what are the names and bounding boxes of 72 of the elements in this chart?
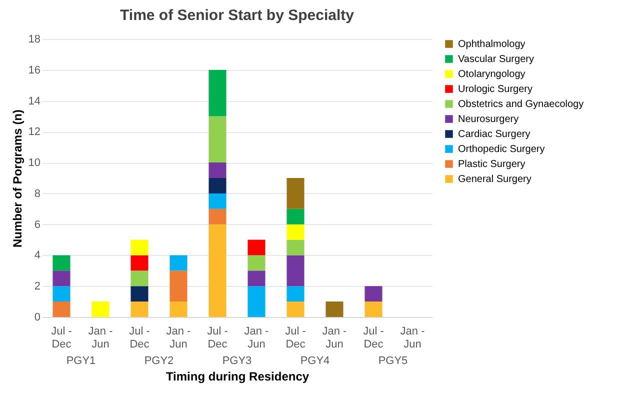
y-tick-label: 4 (34, 250, 40, 262)
x-tick-label: Jan - Jun (322, 326, 348, 350)
y-tick-label: 0 (34, 312, 40, 324)
legend-label: General Surgery (458, 174, 532, 185)
y-axis-title: Number of Porgrams (n) (10, 109, 24, 248)
text: PGY3 (222, 355, 252, 367)
bar (130, 270, 148, 286)
legend-label: Ophthalmology (458, 39, 526, 50)
bar (248, 240, 266, 256)
x-tick-label: Jul - Dec (363, 326, 384, 350)
y-tick-label: 6 (34, 218, 40, 231)
legend-label: Urologic Surgery (458, 84, 532, 95)
y-tick-label: 14 (28, 95, 40, 108)
legend-label: Otolaryngology (458, 69, 526, 80)
legend-label: Plastic Surgery (458, 159, 526, 170)
x-tick-label: Jan - Jun (400, 326, 426, 350)
text: PGY2 (144, 355, 174, 367)
y-tick-label: 10 (28, 157, 40, 170)
x-tick-label: Jan - Jun (244, 326, 270, 350)
bar (286, 302, 304, 317)
bar (248, 286, 266, 317)
bar (52, 286, 70, 302)
x-tick-label: Jul - Dec (129, 326, 150, 350)
text: PGY4 (300, 355, 330, 367)
x-tick-label: Jul - Dec (285, 326, 306, 350)
bar (286, 208, 304, 224)
bar (130, 240, 148, 256)
bar (170, 255, 188, 271)
bar (286, 255, 304, 286)
x-tick-label: Jul - Dec (207, 326, 228, 350)
bar (286, 286, 304, 302)
bar (326, 302, 344, 317)
bar (170, 302, 188, 317)
bar (364, 302, 382, 317)
bar (286, 240, 304, 256)
y-tick-label: 8 (34, 188, 40, 200)
bar (52, 255, 70, 271)
bar (286, 224, 304, 240)
x-axis-title: Timing during Residency (166, 370, 310, 384)
bar (248, 255, 266, 271)
bar (208, 178, 226, 194)
bar (52, 302, 70, 317)
x-tick-label: Jan - Jun (166, 326, 192, 350)
bar (364, 286, 382, 302)
bar (208, 162, 226, 178)
x-tick-label: Jul - Dec (51, 326, 72, 350)
x-tick-label: Jan - Jun (88, 326, 114, 350)
text: PGY5 (378, 355, 408, 367)
bar (248, 270, 266, 286)
legend-label: Neurosurgery (458, 114, 519, 125)
bar (208, 208, 226, 224)
bar (130, 255, 148, 271)
bar (208, 224, 226, 317)
bar (208, 70, 226, 116)
text: PGY1 (66, 355, 96, 367)
bar (130, 286, 148, 302)
legend-label: Orthopedic Surgery (458, 144, 545, 155)
chart-title: Time of Senior Start by Specialty (120, 7, 355, 24)
bar (170, 270, 188, 302)
bar (286, 178, 304, 209)
bar (208, 193, 226, 209)
bar (208, 116, 226, 163)
y-tick-label: 16 (28, 64, 40, 76)
y-tick-label: 2 (34, 280, 40, 293)
bar (130, 302, 148, 317)
y-tick-label: 12 (28, 126, 40, 138)
bar (52, 270, 70, 286)
y-tick-label: 18 (28, 34, 40, 46)
legend-label: Vascular Surgery (458, 54, 534, 65)
legend-label: Obstetrics and Gynaecology (458, 99, 584, 110)
legend-label: Cardiac Surgery (458, 129, 530, 140)
bar (92, 302, 110, 317)
